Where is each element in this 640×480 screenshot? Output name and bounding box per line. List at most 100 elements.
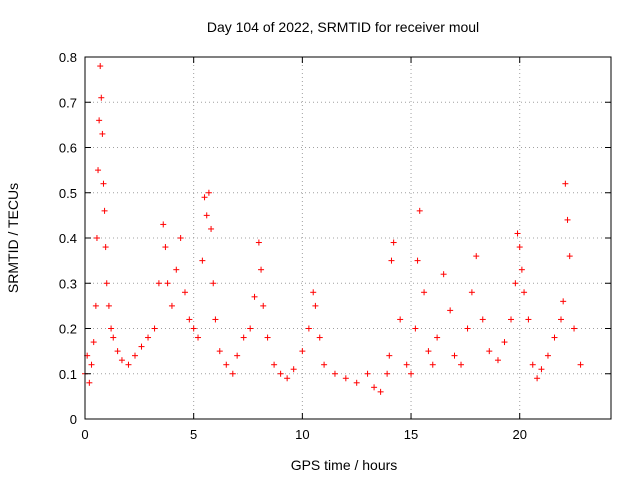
data-point xyxy=(316,334,323,341)
x-tick-label: 5 xyxy=(190,427,197,442)
y-tick-label: 0.7 xyxy=(59,95,77,110)
data-point xyxy=(212,316,219,323)
data-points xyxy=(82,63,584,395)
data-point xyxy=(403,361,410,368)
y-tick-label: 0 xyxy=(70,412,77,427)
data-point xyxy=(205,189,212,196)
data-point xyxy=(99,130,106,137)
data-point xyxy=(479,316,486,323)
data-point xyxy=(434,334,441,341)
data-point xyxy=(508,316,515,323)
data-point xyxy=(105,302,112,309)
data-point xyxy=(494,357,501,364)
data-point xyxy=(501,339,508,346)
data-point xyxy=(310,289,317,296)
data-point xyxy=(223,361,230,368)
chart-title: Day 104 of 2022, SRMTID for receiver mou… xyxy=(207,19,479,35)
data-point xyxy=(138,343,145,350)
data-point xyxy=(384,370,391,377)
data-point xyxy=(514,230,521,237)
data-point xyxy=(216,348,223,355)
data-point xyxy=(312,302,319,309)
x-tick-label: 20 xyxy=(512,427,526,442)
data-point xyxy=(199,257,206,264)
data-point xyxy=(208,225,215,232)
data-point xyxy=(377,388,384,395)
data-point xyxy=(284,375,291,382)
data-point xyxy=(331,370,338,377)
y-tick-label: 0.5 xyxy=(59,186,77,201)
data-point xyxy=(342,375,349,382)
data-point xyxy=(416,207,423,214)
data-point xyxy=(90,339,97,346)
data-point xyxy=(277,370,284,377)
data-point xyxy=(538,366,545,373)
data-point xyxy=(190,325,197,332)
data-point xyxy=(103,280,110,287)
data-point xyxy=(473,253,480,260)
data-point xyxy=(447,307,454,314)
y-tick-labels: 0 0.1 0.2 0.3 0.4 0.5 0.6 0.7 0.8 xyxy=(59,50,77,427)
x-tick-label: 15 xyxy=(404,427,418,442)
data-point xyxy=(203,212,210,219)
data-point xyxy=(229,370,236,377)
data-point xyxy=(255,239,262,246)
data-point xyxy=(544,352,551,359)
data-point xyxy=(110,334,117,341)
data-point xyxy=(164,280,171,287)
data-point xyxy=(371,384,378,391)
data-point xyxy=(353,379,360,386)
data-point xyxy=(97,63,104,70)
data-point xyxy=(551,334,558,341)
data-point xyxy=(162,244,169,251)
data-point xyxy=(247,325,254,332)
data-point xyxy=(271,361,278,368)
data-point xyxy=(201,194,208,201)
data-point xyxy=(521,289,528,296)
data-point xyxy=(425,348,432,355)
data-point xyxy=(516,244,523,251)
data-point xyxy=(518,266,525,273)
data-point xyxy=(186,316,193,323)
data-point xyxy=(451,352,458,359)
data-point xyxy=(155,280,162,287)
data-point xyxy=(571,325,578,332)
data-point xyxy=(96,117,103,124)
data-point xyxy=(560,298,567,305)
data-point xyxy=(414,257,421,264)
data-point xyxy=(258,266,265,273)
data-point xyxy=(151,325,158,332)
data-point xyxy=(534,375,541,382)
data-point xyxy=(562,180,569,187)
data-point xyxy=(118,357,125,364)
data-point xyxy=(390,239,397,246)
data-point xyxy=(251,293,258,300)
x-tick-label: 10 xyxy=(295,427,309,442)
data-point xyxy=(100,180,107,187)
data-point xyxy=(290,366,297,373)
y-tick-label: 0.4 xyxy=(59,231,77,246)
data-point xyxy=(464,325,471,332)
data-point xyxy=(98,94,105,101)
data-point xyxy=(529,361,536,368)
data-point xyxy=(101,207,108,214)
y-tick-label: 0.3 xyxy=(59,276,77,291)
data-point xyxy=(125,361,132,368)
data-point xyxy=(468,289,475,296)
data-point xyxy=(177,235,184,241)
data-point xyxy=(458,361,465,368)
data-point xyxy=(131,352,138,359)
data-point xyxy=(412,325,419,332)
data-point xyxy=(397,316,404,323)
data-point xyxy=(558,316,565,323)
data-point xyxy=(364,370,371,377)
data-point xyxy=(93,235,100,241)
data-point xyxy=(95,167,102,174)
y-tick-label: 0.8 xyxy=(59,50,77,65)
data-point xyxy=(173,266,180,273)
data-point xyxy=(210,280,217,287)
data-point xyxy=(86,379,93,386)
data-point xyxy=(566,253,573,260)
y-axis-label: SRMTID / TECUs xyxy=(5,183,21,293)
data-point xyxy=(260,302,267,309)
